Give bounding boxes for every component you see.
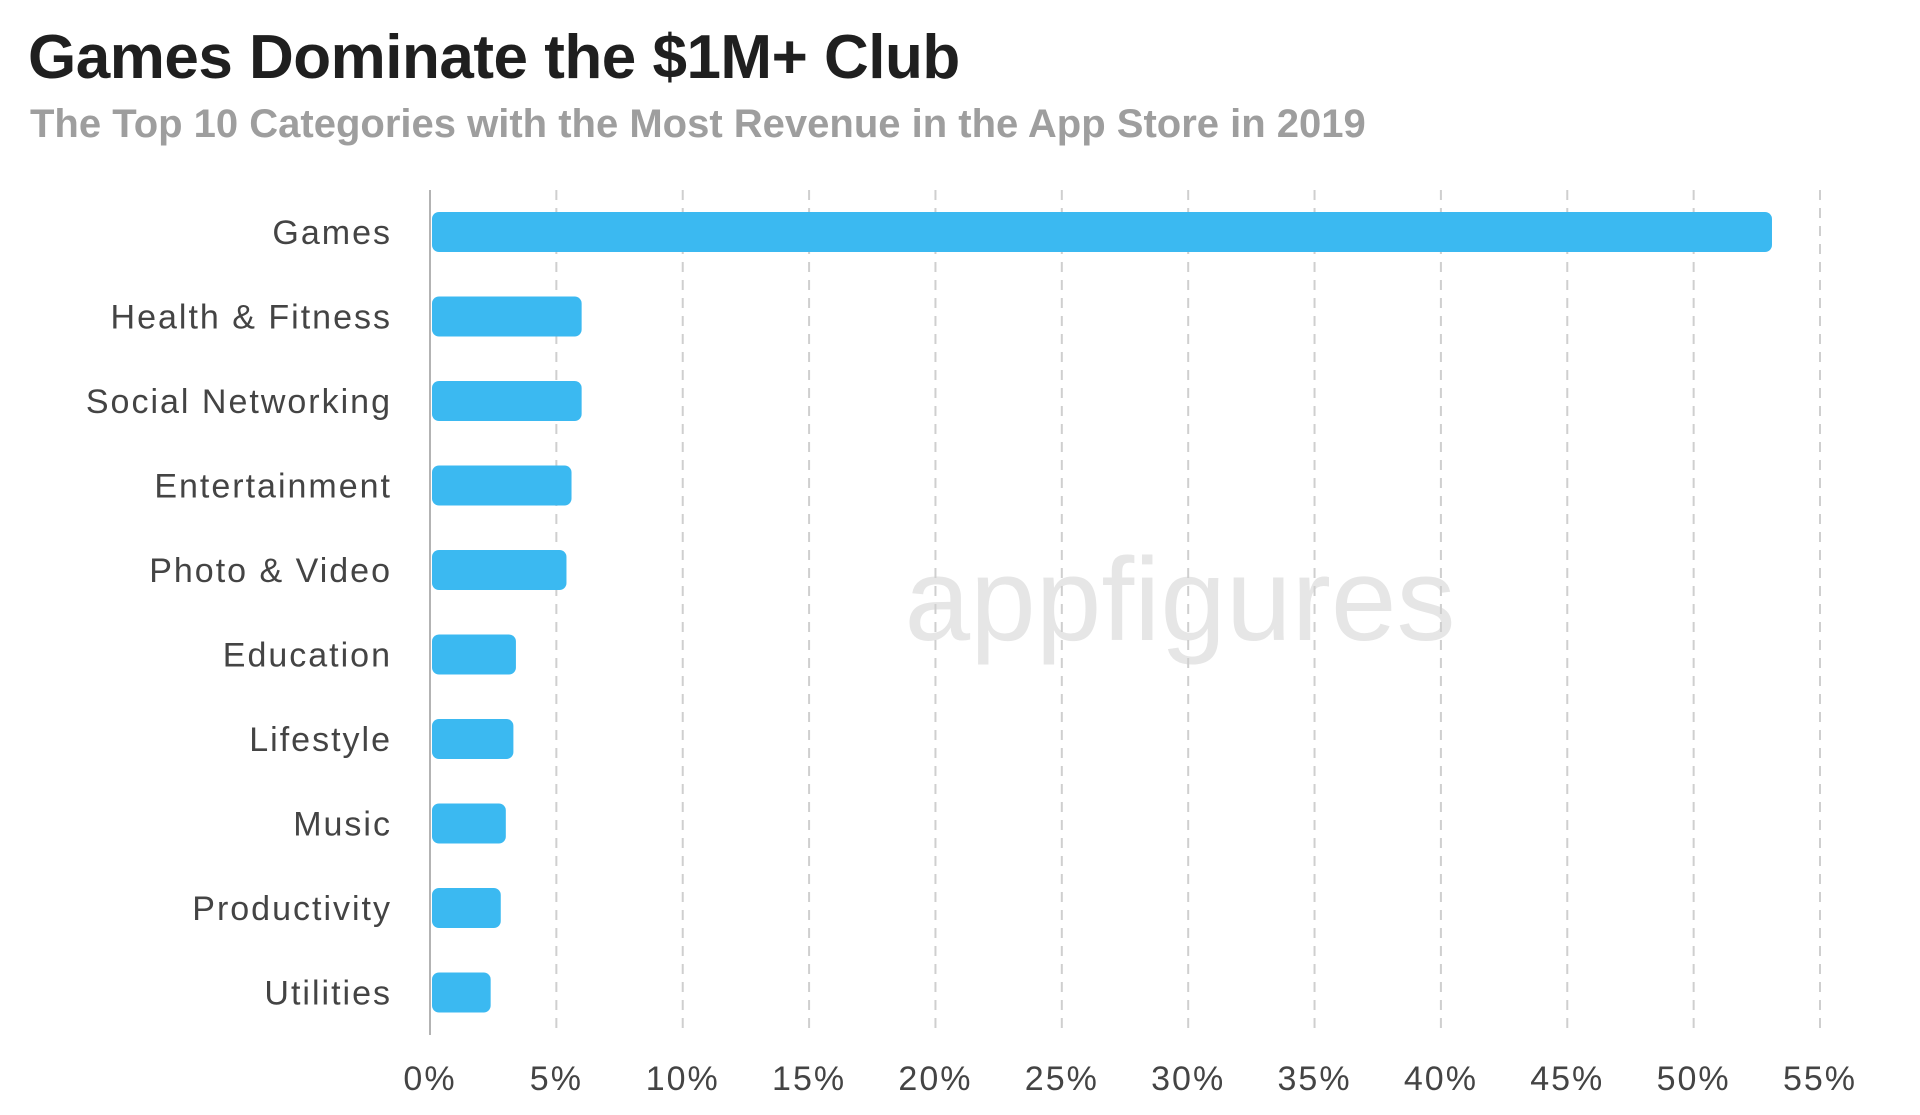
- x-axis-tick-labels: 0% 5% 10% 15% 20% 25% 30% 35% 40% 45% 50% 55%: [403, 1060, 1857, 1098]
- category-label: Games: [272, 214, 392, 252]
- x-tick-label: 15%: [772, 1060, 846, 1098]
- x-tick-label: 55%: [1783, 1060, 1857, 1098]
- bar: [432, 719, 514, 759]
- x-tick-label: 40%: [1404, 1060, 1478, 1098]
- bar: [432, 972, 491, 1013]
- category-label: Productivity: [192, 890, 392, 928]
- x-tick-label: 10%: [646, 1060, 720, 1098]
- category-labels: Games Health & Fitness Social Networking En…: [86, 214, 392, 1013]
- category-label: Education: [223, 637, 392, 675]
- chart-subtitle: The Top 10 Categories with the Most Reve…: [30, 102, 1366, 146]
- category-label: Social Networking: [86, 383, 392, 421]
- x-tick-label: 25%: [1025, 1060, 1099, 1098]
- category-label: Photo & Video: [149, 552, 392, 590]
- bar: [432, 634, 516, 675]
- x-tick-label: 0%: [403, 1060, 456, 1098]
- x-tick-label: 45%: [1530, 1060, 1604, 1098]
- x-tick-label: 50%: [1657, 1060, 1731, 1098]
- bars: [432, 212, 1772, 1013]
- gridlines: [555, 190, 1821, 1035]
- x-tick-label: 30%: [1151, 1060, 1225, 1098]
- x-tick-label: 35%: [1278, 1060, 1352, 1098]
- bar: [432, 550, 567, 590]
- category-label: Utilities: [264, 975, 392, 1013]
- x-tick-label: 20%: [898, 1060, 972, 1098]
- chart-title: Games Dominate the $1M+ Club: [28, 23, 960, 92]
- category-label: Music: [293, 806, 392, 844]
- bar: [432, 212, 1772, 252]
- bar: [432, 296, 582, 337]
- category-label: Entertainment: [154, 468, 392, 506]
- watermark-text: appfigures: [904, 534, 1455, 666]
- bar: [432, 803, 506, 844]
- category-label: Lifestyle: [249, 721, 392, 759]
- bar: [432, 465, 572, 506]
- x-tick-label: 5%: [530, 1060, 583, 1098]
- bar: [432, 888, 501, 928]
- category-label: Health & Fitness: [111, 299, 392, 337]
- bar: [432, 381, 582, 421]
